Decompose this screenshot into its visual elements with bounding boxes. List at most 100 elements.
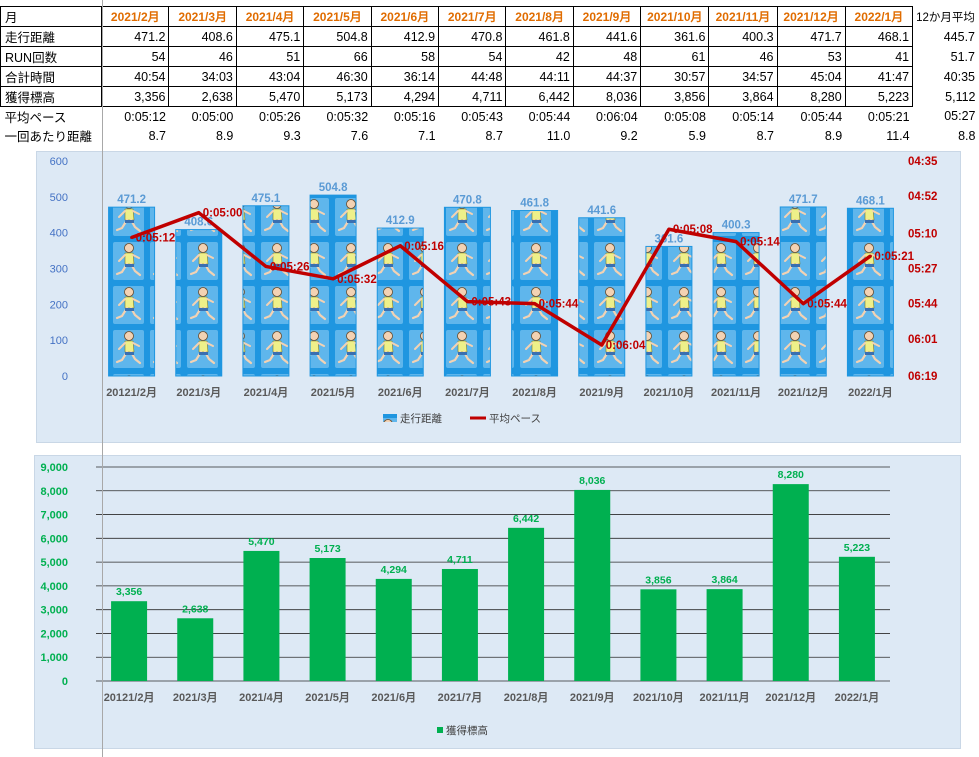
header-month-cell[interactable]: 2021/11月 [708,6,778,27]
table-cell[interactable]: 7.1 [418,128,436,143]
table-cell[interactable]: 51 [235,46,305,67]
table-cell[interactable]: 9.2 [620,128,638,143]
header-month-cell[interactable]: 2022/1月 [844,6,914,27]
header-month-cell[interactable]: 2021/9月 [572,6,642,27]
table-cell[interactable]: 44:37 [572,66,642,87]
row-label[interactable]: RUN回数 [0,46,103,67]
row-average-cell[interactable]: 445.7 [943,29,975,44]
table-cell[interactable]: 0:05:43 [461,109,503,124]
table-cell[interactable]: 2,638 [168,86,237,107]
table-cell[interactable]: 408.6 [168,26,237,47]
row-average-cell[interactable]: 40:35 [943,69,975,84]
table-cell[interactable]: 470.8 [438,26,507,47]
header-month-cell[interactable]: 2021/5月 [303,6,372,27]
table-cell[interactable]: 42 [505,46,574,67]
table-cell[interactable]: 0:05:44 [528,109,571,124]
table-cell[interactable]: 361.6 [640,26,710,47]
table-cell[interactable]: 0:05:21 [867,109,910,124]
table-cell[interactable]: 0:05:00 [191,109,234,124]
table-cell[interactable]: 8.7 [148,128,166,143]
table-cell[interactable]: 412.9 [370,26,440,47]
table-cell[interactable]: 5.9 [688,128,706,143]
header-month-cell[interactable]: 2021/7月 [438,6,507,27]
header-month-label[interactable]: 月 [0,6,103,27]
table-cell[interactable]: 58 [370,46,440,67]
table-cell[interactable]: 66 [303,46,372,67]
table-cell[interactable]: 54 [101,46,170,67]
table-cell[interactable]: 11.4 [886,128,910,143]
row-average-cell[interactable]: 51.7 [950,49,975,64]
table-cell[interactable]: 45:04 [776,66,846,87]
header-month-cell[interactable]: 2021/2月 [101,6,170,27]
table-cell[interactable]: 0:05:12 [124,109,166,124]
table-cell[interactable]: 8.7 [485,128,503,143]
table-cell[interactable]: 475.1 [235,26,305,47]
row-label[interactable]: 一回あたり距離 [4,130,93,144]
row-average-cell[interactable]: 8.8 [958,128,976,143]
table-cell[interactable]: 441.6 [572,26,642,47]
table-cell[interactable]: 5,223 [844,86,914,107]
table-cell[interactable]: 471.2 [101,26,170,47]
table-cell[interactable]: 0:05:32 [326,109,369,124]
table-cell[interactable]: 468.1 [844,26,914,47]
header-month-cell[interactable]: 2021/8月 [505,6,574,27]
row-average-cell[interactable]: 05:27 [944,109,976,124]
table-cell[interactable]: 7.6 [350,128,369,143]
table-cell[interactable]: 61 [640,46,710,67]
table-cell[interactable]: 5,470 [235,86,305,107]
table-cell[interactable]: 8.7 [756,128,775,143]
table-cell[interactable]: 43:04 [235,66,305,87]
table-cell[interactable]: 36:14 [370,66,440,87]
table-cell[interactable]: 6,442 [505,86,574,107]
table-cell[interactable]: 41:47 [844,66,914,87]
table-cell[interactable]: 9.3 [283,128,301,143]
distance-label: 412.9 [386,215,415,227]
table-cell[interactable]: 48 [572,46,642,67]
table-cell[interactable]: 0:05:16 [393,109,436,124]
table-cell[interactable]: 471.7 [776,26,846,47]
header-average-label[interactable]: 12か月平均 [916,11,975,24]
table-cell[interactable]: 46 [708,46,778,67]
table-cell[interactable]: 4,294 [370,86,440,107]
table-cell[interactable]: 53 [776,46,846,67]
row-label[interactable]: 獲得標高 [0,86,103,107]
table-cell[interactable]: 3,864 [708,86,778,107]
table-cell[interactable]: 11.0 [546,128,571,143]
row-label[interactable]: 合計時間 [0,66,103,87]
distance-bar [712,232,760,377]
table-cell[interactable]: 54 [438,46,507,67]
table-cell[interactable]: 30:57 [640,66,710,87]
table-cell[interactable]: 461.8 [505,26,574,47]
table-cell[interactable]: 0:05:44 [800,109,843,124]
table-cell[interactable]: 8,036 [572,86,642,107]
header-month-cell[interactable]: 2021/12月 [776,6,846,27]
table-cell[interactable]: 8.9 [215,128,234,143]
table-cell[interactable]: 46:30 [303,66,372,87]
table-cell[interactable]: 0:05:08 [664,109,706,124]
table-cell[interactable]: 8,280 [776,86,846,107]
table-cell[interactable]: 0:06:04 [596,109,638,124]
table-cell[interactable]: 0:05:14 [732,109,775,124]
table-cell[interactable]: 44:48 [438,66,507,87]
row-label[interactable]: 平均ペース [4,111,67,125]
table-cell[interactable]: 34:57 [708,66,778,87]
table-cell[interactable]: 400.3 [708,26,778,47]
row-average-cell[interactable]: 5,112 [945,89,976,104]
table-cell[interactable]: 41 [844,46,914,67]
header-month-cell[interactable]: 2021/6月 [370,6,440,27]
table-cell[interactable]: 44:11 [505,66,574,87]
table-cell[interactable]: 46 [168,46,237,67]
header-month-cell[interactable]: 2021/3月 [168,6,237,27]
table-cell[interactable]: 3,356 [101,86,170,107]
table-cell[interactable]: 4,711 [438,86,507,107]
header-month-cell[interactable]: 2021/10月 [640,6,710,27]
table-cell[interactable]: 504.8 [303,26,372,47]
row-label[interactable]: 走行距離 [0,26,103,47]
header-month-cell[interactable]: 2021/4月 [235,6,305,27]
table-cell[interactable]: 5,173 [303,86,372,107]
table-cell[interactable]: 40:54 [101,66,170,87]
table-cell[interactable]: 8.9 [824,128,843,143]
table-cell[interactable]: 3,856 [640,86,710,107]
table-cell[interactable]: 0:05:26 [259,109,301,124]
table-cell[interactable]: 34:03 [168,66,237,87]
